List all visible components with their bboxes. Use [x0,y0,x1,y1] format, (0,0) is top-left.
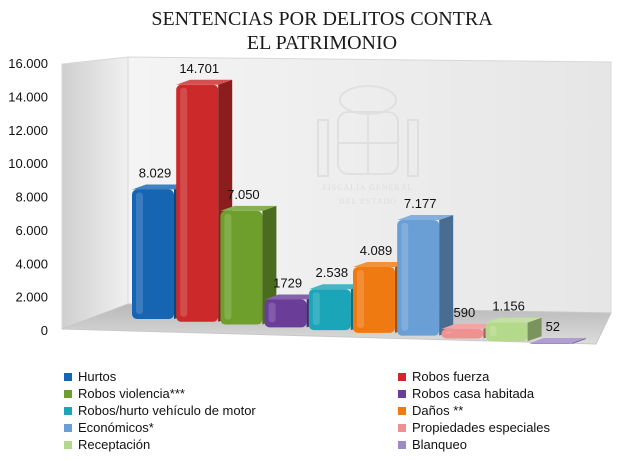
y-axis-ticks: 0 2.000 4.000 6.000 8.000 10.000 12.000 14.000 1… [8,56,48,338]
legend-label: Robos casa habitada [412,386,535,401]
data-label: 4.089 [360,243,393,258]
legend-swatch [398,424,406,432]
bar-top [485,317,542,323]
data-label: 8.029 [139,166,172,181]
legend-label: Receptación [78,437,150,452]
bar-top [529,338,586,343]
legend-swatch [64,390,72,398]
legend-entry: Robos casa habitada [398,386,535,401]
bar-top [176,79,233,85]
bar-top [132,184,188,190]
legend-label: Blanqueo [412,437,467,452]
bar-highlight [180,87,188,317]
legend-entry: Económicos* [64,420,154,435]
bar-highlight [401,222,409,331]
legend-entry: Blanqueo [398,437,467,452]
bar-side [571,338,586,344]
watermark-line-1: FISCALÍA GENERAL [323,182,414,192]
data-labels: 8.029 14.701 7.050 1729 2.538 4.089 7.177 590 1.… [139,61,560,334]
legend-entry: Receptación [64,437,150,452]
chart-side-wall [61,56,129,330]
legend-entry: Robos fuerza [398,369,490,384]
bar-top [397,214,454,220]
legend-swatch [64,373,72,381]
bar [529,338,586,344]
legend-label: Económicos* [78,420,154,435]
legend: Hurtos Robos fuerza Robos violencia*** Robo… [64,369,551,452]
legend-swatch [398,407,406,415]
legend-entry: Propiedades especiales [398,420,551,435]
bar [485,317,542,342]
chart-title-line-1: SENTENCIAS POR DELITOS CONTRA [151,8,493,30]
y-tick-label: 16.000 [8,56,48,71]
legend-swatch [64,407,72,415]
legend-swatch [398,373,406,381]
bar-highlight [357,269,364,328]
legend-entry: Daños ** [398,403,463,418]
bar-front [441,328,484,339]
y-tick-label: 6.000 [15,223,48,238]
y-tick-label: 8.000 [15,190,48,205]
bar-top [441,323,498,329]
legend-swatch [64,441,72,449]
y-tick-label: 0 [41,323,48,338]
bar-side [262,205,277,325]
bar-top [353,261,409,267]
legend-entry: Robos/hurto vehículo de motor [64,403,256,418]
bars [132,79,586,344]
bar-side [439,214,454,336]
legend-swatch [398,441,406,449]
y-tick-label: 12.000 [8,123,48,138]
legend-entry: Hurtos [64,369,117,384]
data-label: 52 [546,319,560,334]
data-label: 590 [454,305,476,320]
bar-top [308,284,365,290]
bar-highlight [489,325,497,337]
chart-title-line-2: EL PATRIMONIO [247,32,397,54]
bar-highlight [268,302,276,323]
data-label: 1.156 [492,299,525,314]
watermark-line-2: DEL ESTADO [339,197,397,206]
y-tick-label: 10.000 [8,156,48,171]
data-label: 2.538 [316,265,349,280]
bar-top [264,294,321,300]
bar-highlight [312,292,320,326]
legend-swatch [398,390,406,398]
watermark-emblem: FISCALÍA GENERAL DEL ESTADO [317,85,419,206]
data-label: 14.701 [179,61,219,76]
legend-label: Robos violencia*** [78,386,185,401]
data-label: 7.050 [227,187,260,202]
bar-highlight [445,331,453,334]
legend-swatch [64,424,72,432]
y-tick-label: 4.000 [15,256,48,271]
bar-highlight [136,192,143,314]
data-label: 1729 [273,275,302,290]
bar-front [529,343,572,344]
y-tick-label: 2.000 [15,290,48,305]
legend-label: Robos/hurto vehículo de motor [78,403,256,418]
legend-label: Hurtos [78,369,117,384]
y-tick-label: 14.000 [8,89,48,104]
legend-label: Daños ** [412,403,463,418]
data-label: 7.177 [404,196,437,211]
bar-top [220,205,277,211]
legend-label: Robos fuerza [412,369,490,384]
bar-highlight [224,213,232,320]
bar [397,214,454,336]
bar [220,205,277,325]
legend-label: Propiedades especiales [412,420,551,435]
legend-entry: Robos violencia*** [64,386,185,401]
bar-side [527,317,542,342]
